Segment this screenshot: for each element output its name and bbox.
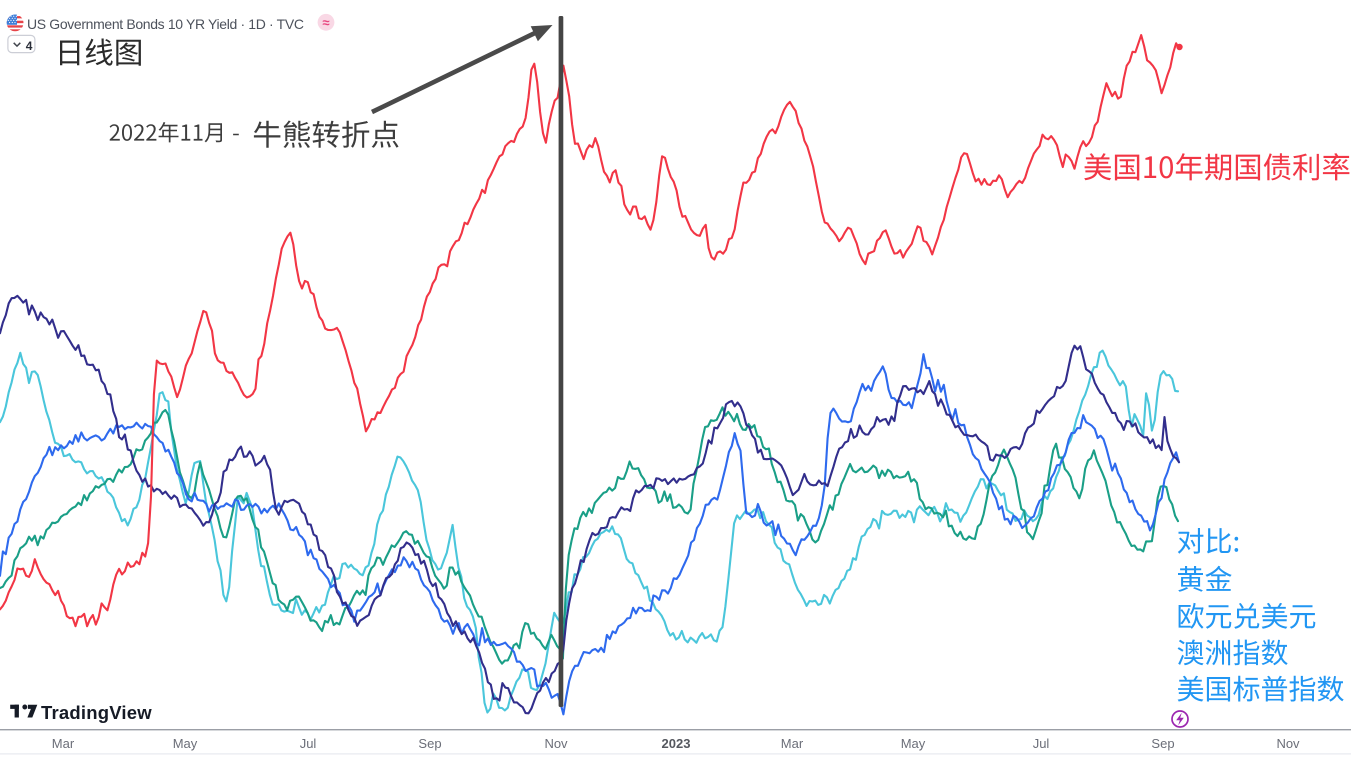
svg-text:≈: ≈: [322, 15, 329, 30]
svg-text:4: 4: [26, 39, 33, 53]
